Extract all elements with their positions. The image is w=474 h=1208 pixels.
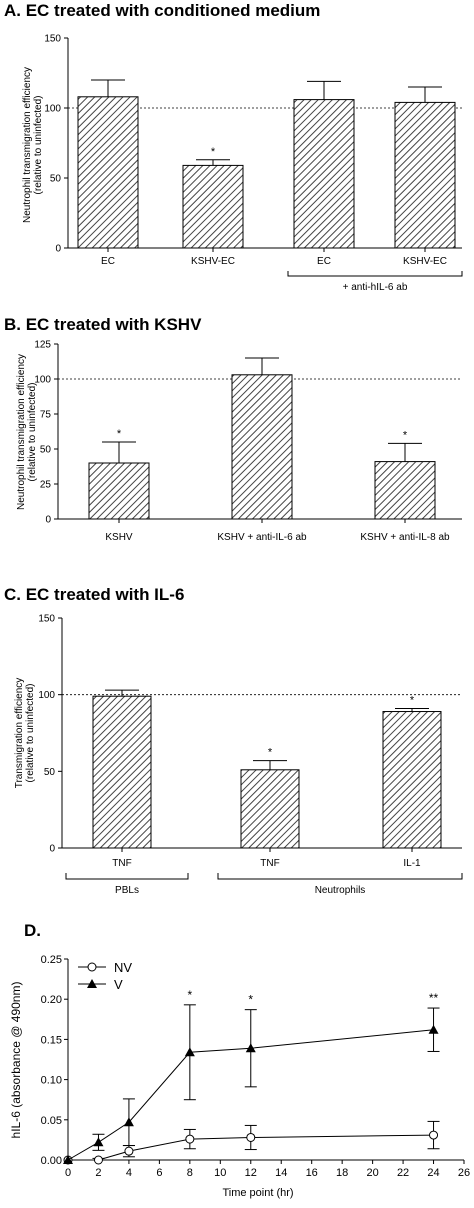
panel-title: C. EC treated with IL-6 bbox=[4, 585, 184, 604]
bar bbox=[394, 101, 456, 249]
legend-label: V bbox=[114, 977, 123, 992]
y-tick-label: 50 bbox=[44, 767, 56, 778]
y-tick-label: 150 bbox=[38, 614, 55, 625]
y-tick-label: 0 bbox=[49, 844, 55, 855]
y-tick-label: 0.05 bbox=[41, 1115, 62, 1127]
x-tick-label: 22 bbox=[397, 1167, 409, 1179]
panel-title: B. EC treated with KSHV bbox=[4, 315, 202, 334]
y-axis-label-sub: (relative to uninfected) bbox=[33, 96, 44, 195]
category-label: KSHV bbox=[105, 532, 133, 543]
y-tick-label: 25 bbox=[40, 480, 52, 491]
y-tick-label: 125 bbox=[34, 340, 51, 351]
y-tick-label: 0.25 bbox=[41, 954, 62, 966]
bar bbox=[88, 462, 150, 520]
data-point bbox=[428, 1024, 439, 1034]
category-label: EC bbox=[317, 256, 331, 267]
group-bracket bbox=[65, 873, 189, 880]
x-tick-label: 20 bbox=[366, 1167, 378, 1179]
y-axis-label: Neutrophil transmigration efficiency bbox=[22, 67, 33, 223]
y-axis-label-sub: (relative to uninfected) bbox=[25, 684, 36, 783]
y-tick-label: 0.15 bbox=[41, 1034, 62, 1046]
category-label: KSHV-EC bbox=[403, 256, 447, 267]
y-axis-label: Transmigration efficiency bbox=[14, 678, 25, 789]
bar bbox=[77, 96, 139, 249]
group-bracket bbox=[287, 271, 463, 277]
category-label: EC bbox=[101, 256, 115, 267]
data-point bbox=[429, 1130, 439, 1140]
y-tick-label: 75 bbox=[40, 410, 52, 421]
data-point bbox=[63, 1155, 73, 1164]
panel-title: D. bbox=[24, 921, 41, 940]
x-tick-label: 26 bbox=[458, 1167, 470, 1179]
group-label: + anti-hIL-6 ab bbox=[343, 282, 408, 293]
y-tick-label: 50 bbox=[40, 445, 52, 456]
x-tick-label: 14 bbox=[275, 1167, 287, 1179]
x-tick-label: 18 bbox=[336, 1167, 348, 1179]
y-tick-label: 0.00 bbox=[41, 1155, 62, 1167]
x-tick-label: 4 bbox=[126, 1167, 132, 1179]
bar bbox=[92, 695, 152, 849]
data-point bbox=[246, 1132, 256, 1142]
y-tick-label: 100 bbox=[44, 104, 61, 115]
category-label: IL-1 bbox=[403, 858, 421, 869]
group-bracket bbox=[217, 873, 463, 880]
data-point bbox=[93, 1155, 103, 1165]
group-label: Neutrophils bbox=[315, 885, 366, 896]
data-point bbox=[124, 1146, 134, 1156]
legend-marker bbox=[87, 979, 97, 988]
y-tick-label: 50 bbox=[50, 174, 62, 185]
legend-label: NV bbox=[114, 960, 132, 975]
bar bbox=[382, 711, 442, 849]
y-tick-label: 100 bbox=[34, 375, 51, 386]
data-point bbox=[93, 1137, 104, 1147]
y-tick-label: 150 bbox=[44, 34, 61, 45]
x-tick-label: 0 bbox=[65, 1167, 71, 1179]
x-tick-label: 6 bbox=[156, 1167, 162, 1179]
category-label: KSHV-EC bbox=[191, 256, 235, 267]
category-label: TNF bbox=[112, 858, 131, 869]
group-label: PBLs bbox=[115, 885, 139, 896]
significance-marker: * bbox=[211, 146, 216, 158]
category-label: KSHV + anti-IL-8 ab bbox=[360, 532, 450, 543]
y-tick-label: 100 bbox=[38, 690, 55, 701]
y-tick-label: 0.10 bbox=[41, 1075, 62, 1087]
x-tick-label: 12 bbox=[245, 1167, 257, 1179]
significance-marker: * bbox=[188, 988, 193, 1002]
significance-marker: * bbox=[248, 993, 253, 1007]
legend-marker bbox=[87, 962, 97, 972]
x-tick-label: 10 bbox=[214, 1167, 226, 1179]
significance-marker: * bbox=[268, 747, 273, 759]
y-axis-label: hIL-6 (absorbance @ 490nm) bbox=[9, 982, 23, 1139]
bar bbox=[374, 461, 436, 520]
significance-marker: ** bbox=[429, 991, 439, 1005]
data-point bbox=[245, 1043, 256, 1053]
bar bbox=[231, 374, 293, 520]
y-axis-label: Neutrophil transmigration efficiency bbox=[16, 354, 27, 510]
x-tick-label: 8 bbox=[187, 1167, 193, 1179]
bar bbox=[293, 99, 355, 249]
x-tick-label: 2 bbox=[95, 1167, 101, 1179]
x-axis-label: Time point (hr) bbox=[222, 1187, 293, 1199]
series-line bbox=[67, 1029, 434, 1161]
significance-marker: * bbox=[403, 429, 408, 441]
data-point bbox=[185, 1134, 195, 1144]
category-label: TNF bbox=[260, 858, 279, 869]
y-tick-label: 0 bbox=[45, 515, 51, 526]
significance-marker: * bbox=[117, 428, 122, 440]
x-tick-label: 24 bbox=[427, 1167, 439, 1179]
y-tick-label: 0.20 bbox=[41, 994, 62, 1006]
bar bbox=[182, 164, 244, 249]
bar bbox=[240, 769, 300, 849]
panel-title: A. EC treated with conditioned medium bbox=[4, 1, 320, 20]
category-label: KSHV + anti-IL-6 ab bbox=[217, 532, 307, 543]
x-tick-label: 16 bbox=[306, 1167, 318, 1179]
y-tick-label: 0 bbox=[55, 244, 61, 255]
y-axis-label-sub: (relative to uninfected) bbox=[27, 383, 38, 482]
significance-marker: * bbox=[410, 694, 415, 706]
data-point bbox=[184, 1047, 195, 1057]
data-point bbox=[123, 1117, 134, 1127]
